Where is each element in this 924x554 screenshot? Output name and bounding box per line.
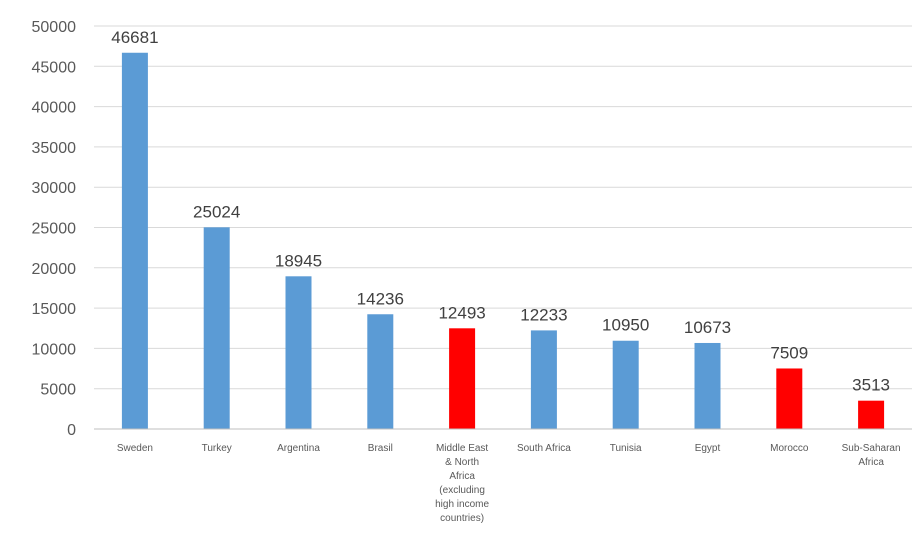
y-tick-label: 10000	[32, 341, 77, 358]
bar	[285, 276, 312, 429]
x-tick-label: Tunisia	[610, 443, 642, 454]
bar	[858, 400, 885, 429]
y-tick-label: 15000	[32, 301, 77, 318]
bar	[449, 328, 476, 429]
y-axis-tick-labels: 0 5000 10000 15000 20000 25000 30000 35000 40000…	[32, 19, 77, 439]
data-label: 14236	[357, 289, 404, 308]
gridlines	[94, 25, 912, 390]
data-label: 10950	[602, 316, 649, 335]
x-tick-label: Sweden	[117, 443, 153, 454]
x-tick-label: Brasil	[368, 443, 393, 454]
bar	[530, 330, 557, 429]
data-label: 10673	[684, 318, 731, 337]
data-label: 12233	[520, 305, 567, 324]
data-label: 3513	[852, 376, 890, 395]
y-tick-label: 30000	[32, 180, 77, 197]
data-label: 18945	[275, 251, 322, 270]
x-tick-label: Turkey	[202, 443, 232, 454]
x-tick-label: Morocco	[770, 443, 809, 454]
bar	[776, 368, 803, 429]
data-labels: 46681 25024 18945 14236 12493 12233 10950 10673…	[111, 28, 890, 395]
y-tick-label: 45000	[32, 59, 77, 76]
x-tick-label: Argentina	[277, 443, 320, 454]
y-tick-label: 40000	[32, 100, 77, 117]
y-tick-label: 25000	[32, 221, 77, 238]
bars	[121, 52, 885, 430]
bar	[367, 314, 394, 429]
data-label: 7509	[770, 343, 808, 362]
bar	[694, 342, 721, 429]
data-label: 12493	[438, 303, 485, 322]
x-tick-label: Egypt	[695, 443, 721, 454]
y-tick-label: 5000	[40, 382, 76, 399]
y-tick-label: 50000	[32, 19, 77, 36]
x-tick-label: Middle East & North Africa (excluding high i…	[435, 443, 489, 524]
bar	[121, 52, 148, 430]
y-tick-label: 35000	[32, 140, 77, 157]
x-axis-tick-labels: Sweden Turkey Argentina Brasil Middle East & …	[117, 443, 901, 524]
bar	[203, 227, 230, 429]
bar	[612, 340, 639, 429]
y-tick-label: 20000	[32, 261, 77, 278]
x-tick-label: South Africa	[517, 443, 571, 454]
data-label: 25024	[193, 202, 240, 221]
y-tick-label: 0	[67, 422, 76, 439]
x-tick-label: Sub-Saharan Africa	[842, 443, 901, 468]
data-label: 46681	[111, 28, 158, 47]
